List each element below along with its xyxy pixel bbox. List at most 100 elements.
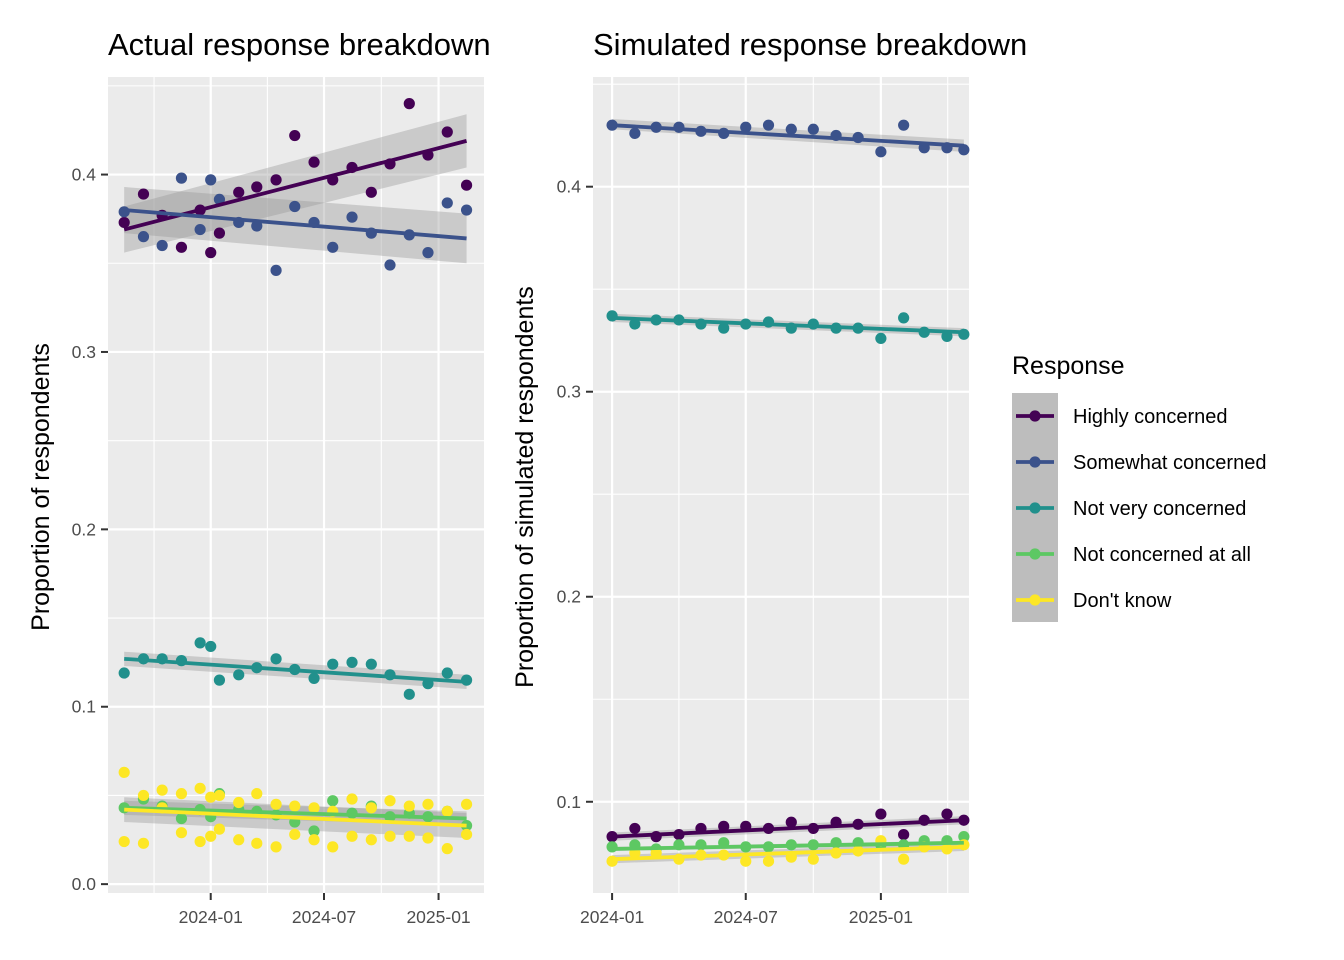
actual-point-somewhat-concerned: [289, 200, 301, 213]
actual-point-don-t-know: [384, 830, 396, 842]
actual-point-not-very-concerned: [308, 672, 320, 684]
simulated-y-tick-label: 0.4: [557, 177, 582, 197]
actual-point-somewhat-concerned: [327, 241, 339, 253]
simulated-point-don-t-know: [807, 853, 819, 865]
actual-point-don-t-know: [137, 789, 150, 802]
actual-point-highly-concerned: [403, 98, 415, 110]
actual-point-don-t-know: [403, 830, 415, 842]
actual-point-don-t-know: [251, 837, 263, 849]
legend-item-don-t-know: Don't know: [1016, 590, 1172, 612]
actual-point-don-t-know: [422, 832, 434, 844]
actual-point-highly-concerned: [441, 126, 453, 138]
simulated-point-somewhat-concerned: [807, 123, 819, 135]
simulated-fit-highly-concerned: [612, 818, 964, 839]
legend-title: Response: [1012, 352, 1125, 380]
simulated-fit-not-concerned-at-all: [612, 840, 964, 851]
simulated-fit-lines: [611, 123, 964, 862]
actual-point-somewhat-concerned: [384, 259, 396, 271]
simulated-point-highly-concerned: [629, 822, 641, 835]
actual-point-not-very-concerned: [205, 640, 217, 653]
actual-point-somewhat-concerned: [137, 231, 150, 243]
actual-point-highly-concerned: [205, 247, 217, 259]
actual-point-not-very-concerned: [346, 656, 358, 668]
actual-point-don-t-know: [205, 791, 217, 803]
simulated-x-tick-label: 2024-07: [714, 907, 778, 927]
actual-point-somewhat-concerned: [270, 264, 282, 276]
actual-chart-title: Actual response breakdown: [108, 27, 491, 62]
simulated-y-axis-label: Proportion of simulated respondents: [511, 286, 539, 688]
actual-point-don-t-know: [175, 788, 188, 800]
legend-item-not-very-concerned: Not very concerned: [1016, 498, 1246, 520]
actual-point-don-t-know: [118, 835, 130, 848]
actual-point-highly-concerned: [289, 129, 301, 142]
legend-item-somewhat-concerned: Somewhat concerned: [1016, 452, 1266, 474]
actual-gridlines: [108, 77, 484, 893]
actual-y-tick-label: 0.3: [72, 342, 96, 362]
actual-point-highly-concerned: [251, 181, 263, 193]
simulated-point-somewhat-concerned: [785, 123, 797, 135]
actual-point-not-very-concerned: [327, 658, 339, 670]
actual-point-don-t-know: [460, 828, 473, 841]
actual-fit-don-t-know: [124, 807, 467, 828]
legend-key-point: [1029, 594, 1041, 606]
legend-item-label: Highly concerned: [1073, 406, 1228, 428]
actual-point-don-t-know: [270, 841, 282, 853]
simulated-point-highly-concerned: [898, 828, 910, 841]
actual-x-tick-label: 2024-01: [179, 907, 243, 927]
legend-key-point: [1029, 548, 1041, 560]
simulated-point-not-very-concerned: [629, 318, 641, 330]
actual-point-somewhat-concerned: [156, 239, 168, 252]
actual-panel: Actual response breakdown Proportion of …: [27, 27, 491, 927]
simulated-y-tick-label: 0.2: [557, 587, 581, 607]
legend-key-point: [1029, 410, 1041, 422]
actual-point-don-t-know: [327, 841, 339, 853]
legend-item-label: Not concerned at all: [1073, 544, 1251, 566]
legend-item-label: Don't know: [1073, 590, 1172, 612]
actual-point-don-t-know: [365, 834, 377, 846]
actual-point-somewhat-concerned: [441, 197, 453, 209]
actual-point-don-t-know: [194, 782, 206, 794]
simulated-point-not-very-concerned: [718, 322, 730, 334]
actual-point-don-t-know: [213, 789, 226, 802]
actual-fit-somewhat-concerned: [124, 208, 467, 241]
simulated-point-somewhat-concerned: [875, 146, 887, 158]
legend-key-point: [1029, 456, 1041, 468]
actual-point-somewhat-concerned: [346, 211, 358, 223]
actual-point-not-very-concerned: [365, 658, 377, 670]
actual-point-highly-concerned: [137, 188, 150, 200]
legend: Response Highly concerned Somewhat concer…: [1012, 352, 1266, 622]
actual-point-don-t-know: [251, 788, 263, 800]
actual-point-somewhat-concerned: [175, 172, 188, 184]
simulated-point-not-very-concerned: [875, 332, 887, 345]
simulated-point-highly-concerned: [606, 831, 618, 843]
actual-point-don-t-know: [289, 800, 301, 812]
simulated-panel: Simulated response breakdown Proportion …: [511, 27, 1027, 927]
actual-point-don-t-know: [118, 766, 130, 778]
simulated-gridlines: [593, 77, 969, 893]
actual-y-tick-label: 0.4: [72, 165, 97, 185]
simulated-fit-don-t-know: [612, 844, 964, 862]
actual-point-highly-concerned: [270, 174, 282, 186]
simulated-point-highly-concerned: [941, 808, 953, 820]
simulated-chart-title: Simulated response breakdown: [593, 27, 1027, 62]
simulated-point-highly-concerned: [785, 816, 797, 828]
actual-fit-lines: [123, 139, 468, 828]
actual-point-highly-concerned: [308, 156, 320, 168]
simulated-x-tick-label: 2024-01: [580, 907, 644, 927]
actual-point-somewhat-concerned: [251, 220, 263, 232]
actual-point-somewhat-concerned: [205, 174, 217, 186]
legend-item-not-concerned-at-all: Not concerned at all: [1016, 544, 1251, 566]
simulated-point-somewhat-concerned: [898, 119, 910, 131]
actual-point-not-very-concerned: [233, 669, 245, 681]
actual-point-don-t-know: [233, 834, 245, 846]
simulated-point-don-t-know: [898, 853, 910, 865]
simulated-fit-not-very-concerned: [612, 316, 964, 335]
actual-point-highly-concerned: [365, 186, 377, 198]
actual-point-somewhat-concerned: [460, 204, 473, 216]
actual-point-don-t-know: [308, 834, 320, 846]
actual-point-don-t-know: [156, 784, 168, 796]
actual-point-don-t-know: [441, 843, 453, 855]
actual-fit-not-concerned-at-all: [124, 805, 467, 821]
actual-point-not-very-concerned: [118, 667, 130, 679]
actual-point-not-very-concerned: [441, 667, 453, 679]
